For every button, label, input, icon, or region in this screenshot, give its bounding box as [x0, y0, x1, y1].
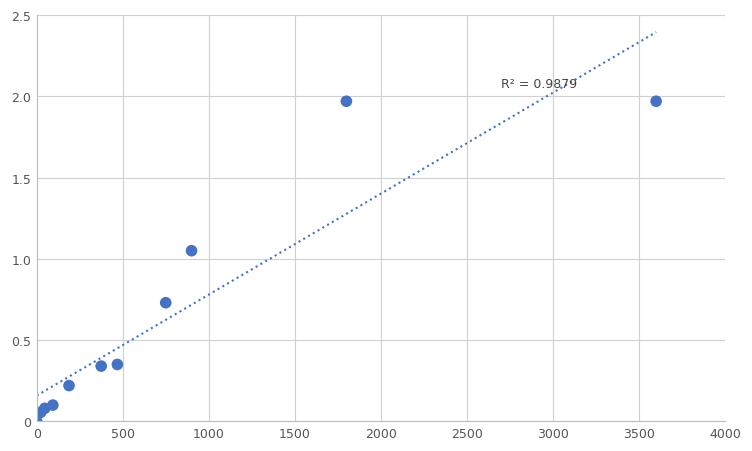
Point: [186, 248, 198, 255]
Point: [47, 401, 59, 409]
Point: [63, 382, 75, 389]
Point: [39, 405, 51, 412]
Point: [650, 98, 663, 106]
Point: [159, 299, 171, 307]
Point: [96, 363, 108, 370]
Point: [341, 98, 353, 106]
Text: R² = 0.9879: R² = 0.9879: [502, 78, 578, 91]
Point: [111, 361, 123, 368]
Point: [31, 418, 43, 425]
Point: [35, 409, 47, 416]
